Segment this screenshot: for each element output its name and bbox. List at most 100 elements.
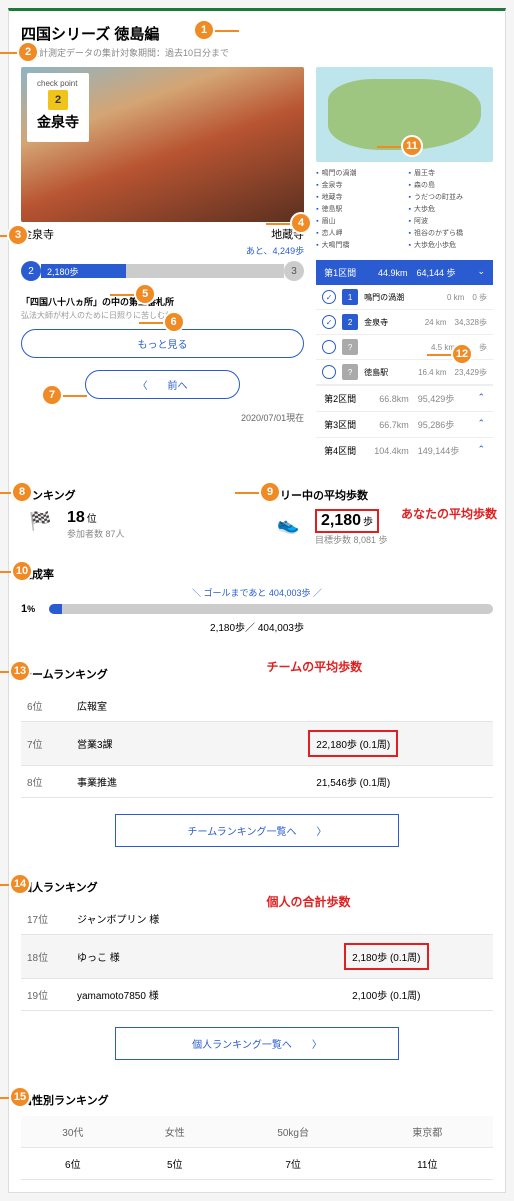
indiv-title: 個人ランキング [21,879,493,895]
chevron-up-icon: ⌃ [477,418,485,431]
marker-6: 6 [163,311,185,333]
section-row-name: 第3区間 [324,418,356,431]
check-icon [322,365,336,379]
ranking-unit: 位 [87,514,97,525]
indiv-table: 17位ジャンボプリン 様18位ゆっこ 様2,180歩 (0.1周)19位yama… [21,903,493,1011]
section-item-num: ? [342,364,358,380]
check-icon: ✓ [322,290,336,304]
marker-10: 10 [11,560,33,582]
legend-item: 眉山 [316,216,400,226]
progress-empty [126,264,284,278]
rank-cell: 6位 [21,690,71,722]
section-item-dist: 16.4 km 23,429歩 [418,367,487,378]
section-header[interactable]: 第1区間 44.9km 64,144 歩 ⌄ [316,260,493,285]
marker-7: 7 [41,384,63,406]
map-legend: 鳴門の渦潮眉王寺金泉寺森の島地蔵寺うだつの町並み徳島駅大歩危眉山阿波恋人岬祖谷の… [316,168,493,250]
attr-value: 11位 [362,1148,493,1180]
attr-table: 30代女性50kg台東京都 6位5位7位11位 [21,1116,493,1180]
section-row[interactable]: 第3区間 66.7km 95,286歩 ⌃ [316,411,493,437]
steps-cell: 2,100歩 (0.1周) [280,979,493,1011]
attr-value: 5位 [125,1148,225,1180]
table-row: 18位ゆっこ 様2,180歩 (0.1周) [21,935,493,979]
marker-3: 3 [7,224,29,246]
section-row[interactable]: 第4区間104.4km 149,144歩⌃ [316,437,493,463]
progress-start-num: 2 [21,261,41,281]
achieve-nums: 2,180歩／ 404,003歩 [21,619,493,634]
progress-end-num: 3 [284,261,304,281]
section-row-dist: 66.8km 95,429歩 [379,392,454,405]
marker-1: 1 [193,19,215,41]
indiv-list-button[interactable]: 個人ランキング一覧へ 〉 [115,1027,398,1060]
section-item-name: 鳴門の渦潮 [364,292,441,303]
chevron-up-icon: ⌃ [477,392,485,405]
avg-unit: 歩 [363,517,373,528]
avg-title: ラリー中の平均歩数 [269,487,493,503]
legend-item: 大歩危 [409,204,493,214]
achieve-title: 達成率 [21,566,493,582]
checkpoint-label: check point [37,79,79,88]
attr-header: 東京都 [362,1116,493,1148]
checkpoint-badge: check point 2 金泉寺 [27,73,89,142]
attr-header: 30代 [21,1116,125,1148]
marker-13: 13 [9,660,31,682]
team-annotation: チームの平均歩数 [266,658,362,675]
marker-11: 11 [401,135,423,157]
section-row-name: 第2区間 [324,392,356,405]
steps-cell: 22,180歩 (0.1周) [214,722,493,766]
team-title: チームランキング [21,666,493,682]
remaining-steps: あと、4,249歩 [21,244,304,257]
name-cell: 営業3課 [71,722,214,766]
team-list-button[interactable]: チームランキング一覧へ 〉 [115,814,398,847]
legend-item: 徳島駅 [316,204,400,214]
rank-cell: 7位 [21,722,71,766]
team-table: 6位広報室7位営業3課22,180歩 (0.1周)8位事業推進21,546歩 (… [21,690,493,798]
checkpoint-name: 金泉寺 [37,112,79,132]
rank-cell: 17位 [21,903,71,935]
shoe-icon: 👟 [277,514,305,542]
table-row: 17位ジャンボプリン 様 [21,903,493,935]
section-dist: 44.9km 64,144 歩 [378,266,456,279]
section-item[interactable]: ✓2金泉寺24 km 34,328歩 [316,310,493,335]
marker-12: 12 [451,343,473,365]
legend-item: 大歩危小歩危 [409,240,493,250]
section-row-dist: 66.7km 95,286歩 [379,418,454,431]
section-name: 第1区間 [324,266,356,279]
legend-item: 地蔵寺 [316,192,400,202]
section-row[interactable]: 第2区間 66.8km 95,429歩 ⌃ [316,385,493,411]
legend-item: 祖谷のかずら橋 [409,228,493,238]
legend-item: うだつの町並み [409,192,493,202]
ranking-value: 18 [67,509,85,526]
attr-value: 7位 [225,1148,362,1180]
section-item-num: ? [342,339,358,355]
attr-header: 50kg台 [225,1116,362,1148]
legend-item: 鳴門の渦潮 [316,168,400,178]
name-cell: yamamoto7850 様 [71,979,280,1011]
prev-button[interactable]: 〈 前へ [85,370,241,399]
achieve-track [49,604,493,614]
section-item-dist: 0 km 0 歩 [447,292,487,303]
avg-value: 2,180 [321,512,361,529]
section-item[interactable]: ✓1鳴門の渦潮0 km 0 歩 [316,285,493,310]
rank-cell: 19位 [21,979,71,1011]
more-button[interactable]: もっと見る [21,329,304,358]
marker-15: 15 [9,1086,31,1108]
check-icon: ✓ [322,315,336,329]
section-item-dist: 24 km 34,328歩 [425,317,487,328]
date-note: 2020/07/01現在 [21,411,304,424]
flag-icon: 🏁 [29,511,57,539]
ranking-sub: 参加者数 87人 [67,527,125,540]
goal-text: ＼ ゴールまであと 404,003歩 ／ [21,586,493,599]
legend-item: 森の島 [409,180,493,190]
attr-title: 属性別ランキング [21,1092,493,1108]
marker-4: 4 [290,212,312,234]
avg-sub: 目標歩数 8,081 歩 [315,533,388,546]
attr-header: 女性 [125,1116,225,1148]
table-row: 7位営業3課22,180歩 (0.1周) [21,722,493,766]
legend-item: 眉王寺 [409,168,493,178]
section-item-name: 徳島駅 [364,367,412,378]
chevron-up-icon: ⌃ [477,444,485,457]
marker-8: 8 [11,481,33,503]
steps-cell [214,690,493,722]
section-item-num: 2 [342,314,358,330]
marker-9: 9 [259,481,281,503]
